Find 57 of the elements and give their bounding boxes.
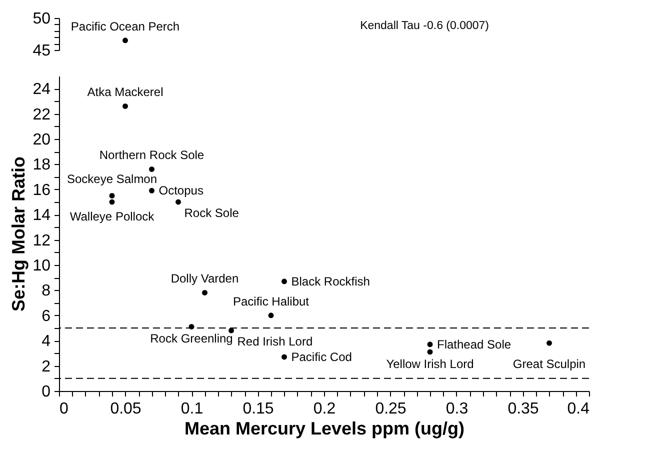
annotation: Rock Sole	[184, 206, 240, 220]
annotation: Pacific Halibut	[232, 294, 310, 308]
annotation: Kendall Tau -0.6 (0.0007)	[360, 20, 490, 32]
y-tick-label: 16	[32, 182, 51, 199]
point	[202, 290, 208, 296]
annotation: Black Rockfish	[291, 274, 370, 288]
x-tick-label: 0.05	[110, 400, 142, 418]
annotation: Walleye Pollock	[70, 210, 156, 224]
point	[282, 278, 287, 284]
y-tick-label: 14	[32, 207, 51, 224]
y-tick-label: 10	[32, 258, 51, 274]
annotation: Great Sculpin	[512, 357, 586, 372]
y-tick-label: 45	[32, 42, 51, 60]
y-tick-label: 0	[42, 384, 51, 400]
x-tick-label: 0.15	[242, 400, 274, 418]
point	[122, 104, 128, 109]
annotation: Sockeye Salmon	[66, 172, 158, 186]
point	[228, 328, 234, 334]
y-tick-label: 12	[32, 232, 51, 250]
annotation: Northern Rock Sole	[99, 148, 204, 162]
point	[268, 312, 274, 318]
x-tick-label: 0.4	[567, 400, 590, 418]
y-tick-label: 50	[32, 10, 51, 28]
x-tick-label: 0.1	[180, 400, 204, 418]
x-tick-label: 0.25	[375, 400, 406, 418]
point	[546, 340, 552, 346]
point	[176, 199, 181, 205]
y-tick-label: 8	[42, 282, 51, 300]
annotation: Pacific Cod	[291, 350, 352, 364]
y-axis-title: Se:Hg Molar Ratio	[8, 156, 29, 312]
point	[109, 199, 115, 205]
x-tick-label: 0	[60, 400, 68, 418]
x-axis-title: Mean Mercury Levels ppm (ug/g)	[184, 418, 465, 438]
x-tick-label: 0.35	[508, 400, 539, 418]
point	[282, 354, 287, 360]
annotation: Dolly Varden	[170, 272, 239, 286]
annotation: Flathead Sole	[437, 337, 512, 352]
y-tick-label: 24	[32, 81, 51, 98]
annotation: Red Irish Lord	[237, 334, 313, 349]
y-tick-label: 18	[32, 156, 51, 174]
y-tick-label: 4	[42, 333, 51, 350]
annotation: Atka Mackerel	[87, 85, 164, 100]
point	[149, 188, 154, 194]
annotation: Octopus	[158, 184, 204, 198]
y-tick-label: 22	[32, 106, 51, 124]
point	[427, 342, 433, 348]
annotation: Rock Greenling	[150, 332, 233, 346]
x-tick-label: 0.2	[313, 400, 336, 418]
annotation: Pacific Ocean Perch	[70, 19, 180, 34]
x-tick-label: 0.3	[446, 400, 468, 418]
point	[149, 166, 154, 172]
point	[427, 349, 433, 355]
y-tick-label: 2	[42, 358, 51, 376]
point	[109, 192, 115, 198]
y-tick-label: 6	[42, 308, 51, 325]
annotation: Yellow Irish Lord	[386, 356, 474, 371]
y-tick-label: 20	[32, 132, 51, 148]
